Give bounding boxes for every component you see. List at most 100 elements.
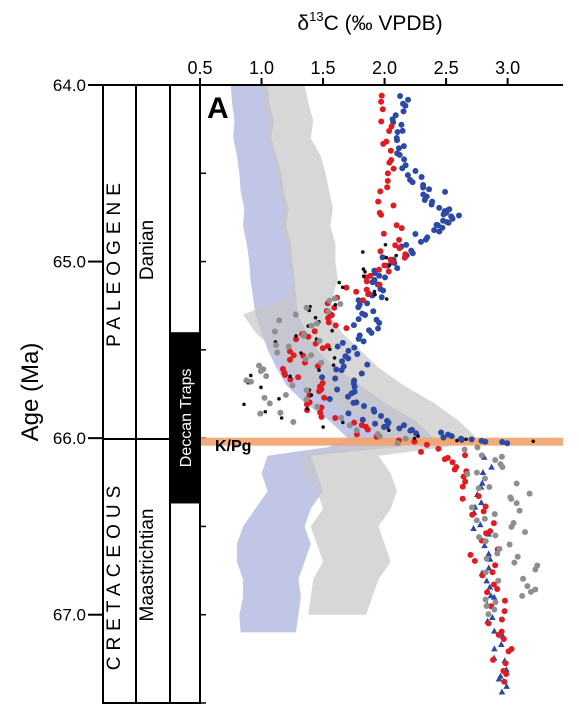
data-point-red [303, 401, 310, 408]
data-point-gray [483, 603, 490, 610]
data-point-blue [420, 184, 427, 191]
band-layer [230, 85, 477, 633]
data-point-red [375, 266, 382, 273]
data-point-black [384, 297, 389, 301]
data-point-blue [397, 93, 404, 100]
data-point-red [459, 483, 466, 490]
data-point-red [332, 322, 339, 329]
data-point-gray [394, 440, 401, 447]
data-point-red [375, 198, 382, 205]
data-point-blue [400, 143, 407, 150]
data-point-gray [271, 328, 278, 335]
data-point-blue [412, 167, 419, 174]
x-axis-title: δ13C (‰ VPDB) [297, 9, 442, 35]
data-point-black [464, 437, 468, 442]
data-point-gray [273, 342, 280, 349]
data-point-blue [370, 308, 377, 315]
data-point-blue [380, 287, 387, 294]
data-point-red [490, 656, 497, 663]
data-point-gray [482, 569, 489, 576]
data-point-gray [303, 387, 310, 394]
data-point-blue [445, 219, 452, 226]
data-point-red [343, 284, 350, 291]
x-tick-label: 2.0 [372, 58, 397, 78]
data-point-gray [522, 529, 529, 536]
data-point-red [378, 211, 385, 218]
data-point-blue [345, 410, 352, 417]
data-point-black [305, 407, 310, 411]
data-point-red [380, 230, 387, 237]
y-tick-label: 64.0 [53, 76, 86, 95]
data-point-red [480, 508, 487, 515]
data-point-gray [481, 515, 488, 522]
data-point-gray [314, 403, 321, 410]
data-point-gray [495, 577, 502, 584]
data-point-red [351, 419, 358, 426]
data-point-red [380, 140, 387, 147]
data-point-red [384, 184, 391, 191]
stratigraphy-columns: PALEOGENE CRETACEOUS Danian Maastrichtia… [102, 84, 201, 704]
data-point-blue [399, 165, 406, 172]
data-point-gray [491, 511, 498, 518]
data-point-blue [351, 344, 358, 351]
data-point-red [500, 635, 507, 642]
data-point-red [318, 413, 325, 420]
x-tick-label: 1.5 [311, 58, 336, 78]
data-point-triangle [486, 583, 494, 590]
data-point-red [423, 441, 430, 448]
data-point-red [316, 388, 323, 395]
data-point-black [394, 253, 399, 258]
data-point-red [475, 493, 482, 500]
data-point-red [498, 616, 505, 623]
data-point-blue [402, 102, 409, 109]
deccan-traps-label: Deccan Traps [178, 368, 195, 467]
data-point-gray [511, 559, 518, 566]
data-point-blue [371, 269, 378, 276]
data-point-triangle [485, 564, 493, 571]
data-point-gray [492, 456, 499, 463]
data-point-gray [285, 343, 292, 350]
data-point-black [321, 425, 325, 429]
data-point-blue [338, 367, 345, 374]
data-point-black [333, 303, 338, 307]
data-point-blue [395, 145, 402, 152]
data-point-red [377, 248, 384, 255]
data-point-gray [303, 396, 310, 403]
data-point-red [396, 236, 403, 243]
data-point-red [503, 671, 510, 678]
data-point-black [361, 250, 365, 254]
data-point-red [485, 620, 492, 627]
data-point-blue [401, 156, 408, 163]
data-point-red [287, 356, 294, 363]
data-point-black [383, 242, 388, 247]
data-point-triangle [470, 525, 477, 532]
panel-label: A [207, 92, 229, 125]
data-point-red [501, 678, 508, 685]
data-point-blue [434, 222, 441, 229]
data-point-black [331, 363, 336, 367]
data-point-black [387, 428, 391, 433]
data-point-blue [440, 434, 447, 441]
data-point-gray [492, 532, 499, 539]
data-point-gray [338, 414, 345, 421]
data-point-gray [325, 308, 332, 315]
data-point-gray [303, 304, 310, 311]
data-point-red [495, 631, 502, 638]
y-tick-label: 65.0 [53, 253, 86, 272]
data-point-red [451, 466, 458, 473]
data-point-blue [442, 188, 449, 195]
era-upper-label: PALEOGENE [104, 177, 125, 347]
y-tick-label: 67.0 [53, 606, 86, 625]
data-point-triangle [490, 627, 498, 634]
data-point-blue [371, 408, 378, 415]
data-point-blue [379, 254, 386, 261]
data-point-blue [394, 129, 401, 136]
data-point-triangle [488, 463, 495, 470]
era-lower-label: CRETACEOUS [104, 480, 125, 671]
data-point-triangle [479, 469, 487, 476]
data-point-black [412, 436, 417, 441]
data-point-gray [473, 469, 480, 476]
data-point-red [378, 98, 385, 105]
data-point-gray [526, 490, 533, 497]
x-axis-ticks: 0.5 1.0 1.5 2.0 2.5 3.0 [187, 58, 520, 85]
